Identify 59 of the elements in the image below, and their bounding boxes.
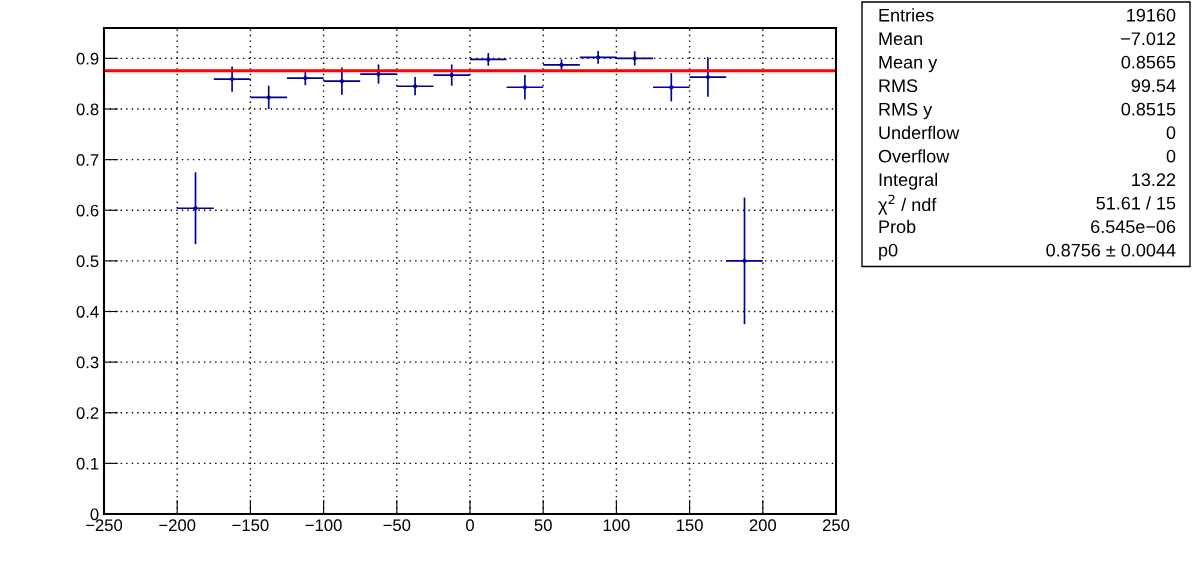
x-tick-label: 50 [534,519,552,532]
x-tick-label: 100 [603,519,630,532]
text: Mean y [879,56,938,73]
x-tick-label: −50 [383,519,411,532]
y-tick-label: 0.8 [76,103,99,116]
text: 0 [1166,149,1176,163]
x-tick-label: 0 [466,519,474,532]
point [632,56,637,61]
point [522,85,527,90]
y-tick-label: 0.7 [76,154,99,166]
point [486,57,491,62]
text: 0 [1166,126,1176,140]
text: 0.8565 [1121,55,1176,69]
point [559,62,564,68]
text: Entries [879,8,934,22]
point [449,72,454,78]
y-tick-label: 0 [90,508,99,521]
x-tick-label: −200 [159,519,196,532]
text: Mean [879,32,922,46]
text: 13.22 [1132,173,1176,187]
point [669,85,674,90]
y-tick-label: 0.9 [76,52,99,65]
y-tick-label: 0.1 [76,457,99,470]
point [596,55,601,60]
text: Integral [879,172,938,190]
text: RMS y [879,102,933,120]
x-tick-label: −150 [232,519,269,532]
y-tick-label: 0.3 [76,356,99,369]
text: 0.8515 [1121,102,1176,116]
text: 99.54 [1131,79,1176,93]
text: 51.61 / 15 [1096,196,1176,210]
point [339,79,344,84]
text: RMS [879,79,918,93]
text: Prob [879,219,916,234]
y-tick-label: 0.2 [76,407,99,419]
point [413,84,418,89]
text: 19160 [1127,8,1176,22]
x-tick-label: 150 [676,519,703,532]
y-tick-label: 0.5 [76,255,99,268]
text: χ$^{2}$ / ndf [878,194,937,215]
text: −7.012 [1121,32,1176,46]
text: p0 [879,243,898,261]
x-tick-label: −250 [86,519,123,532]
point [742,258,747,263]
point [193,206,198,211]
y-tick-label: 0.6 [76,204,99,217]
x-tick-label: 250 [822,519,850,532]
point [376,71,381,77]
text: Overflow [878,149,950,163]
point [303,76,308,81]
x-tick-label: 200 [749,519,777,532]
point [266,95,271,100]
text: 0.8756 ± 0.0044 [1046,243,1176,257]
y-tick-label: 0.4 [76,305,99,318]
text: 6.545e−06 [1091,220,1176,234]
x-tick-label: −100 [305,519,342,532]
text: Underflow [879,125,960,140]
point [705,75,710,80]
point [230,77,235,82]
